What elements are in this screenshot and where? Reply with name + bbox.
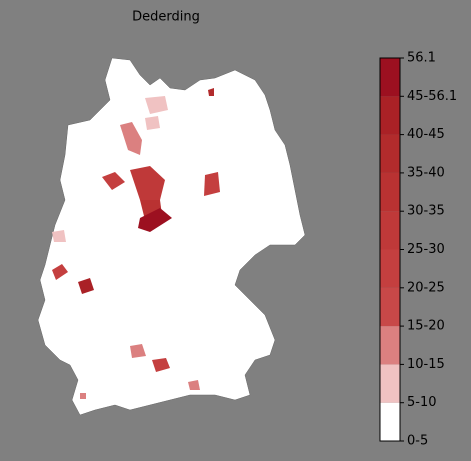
germany-map [37,57,306,416]
colorbar-label: 30-35 [407,204,445,219]
colorbar-segment [380,287,400,327]
colorbar-label: 15-20 [407,319,445,334]
region [188,380,200,390]
region [120,122,142,155]
country-outline [37,57,306,416]
region [145,116,160,130]
colorbar-segment [380,249,400,288]
colorbar-segment [380,172,400,212]
colorbar-label: 40-45 [407,127,445,142]
colorbar-segment [380,326,400,365]
colorbar-segment [380,96,400,135]
region [78,278,94,294]
colorbar-label: 20-25 [407,280,445,295]
region [80,393,86,399]
map-title: Dederding [132,10,200,25]
colorbar-label: 35-40 [407,165,445,180]
colorbar-label: 10-15 [407,357,445,372]
colorbar-segment [380,211,400,250]
colorbar-segment [380,402,400,441]
colorbar-label: 45-56.1 [407,89,457,104]
region [145,96,168,114]
colorbar-segment [380,364,400,403]
region [52,264,68,280]
colorbar-label: 5-10 [407,395,437,410]
region [130,344,146,358]
colorbar-segment [380,58,400,97]
region [130,166,165,200]
colorbar: 0-5 5-10 10-15 15-20 20-25 25-30 30-35 35-40 40-… [379,51,457,449]
colorbar-label: 0-5 [407,434,428,449]
region [102,172,125,190]
region [208,88,214,96]
colorbar-label: 56.1 [407,51,436,66]
region [52,230,66,242]
colorbar-label: 25-30 [407,242,445,257]
region [204,172,220,196]
region [138,208,172,232]
colorbar-segment [380,134,400,173]
region [152,358,170,372]
